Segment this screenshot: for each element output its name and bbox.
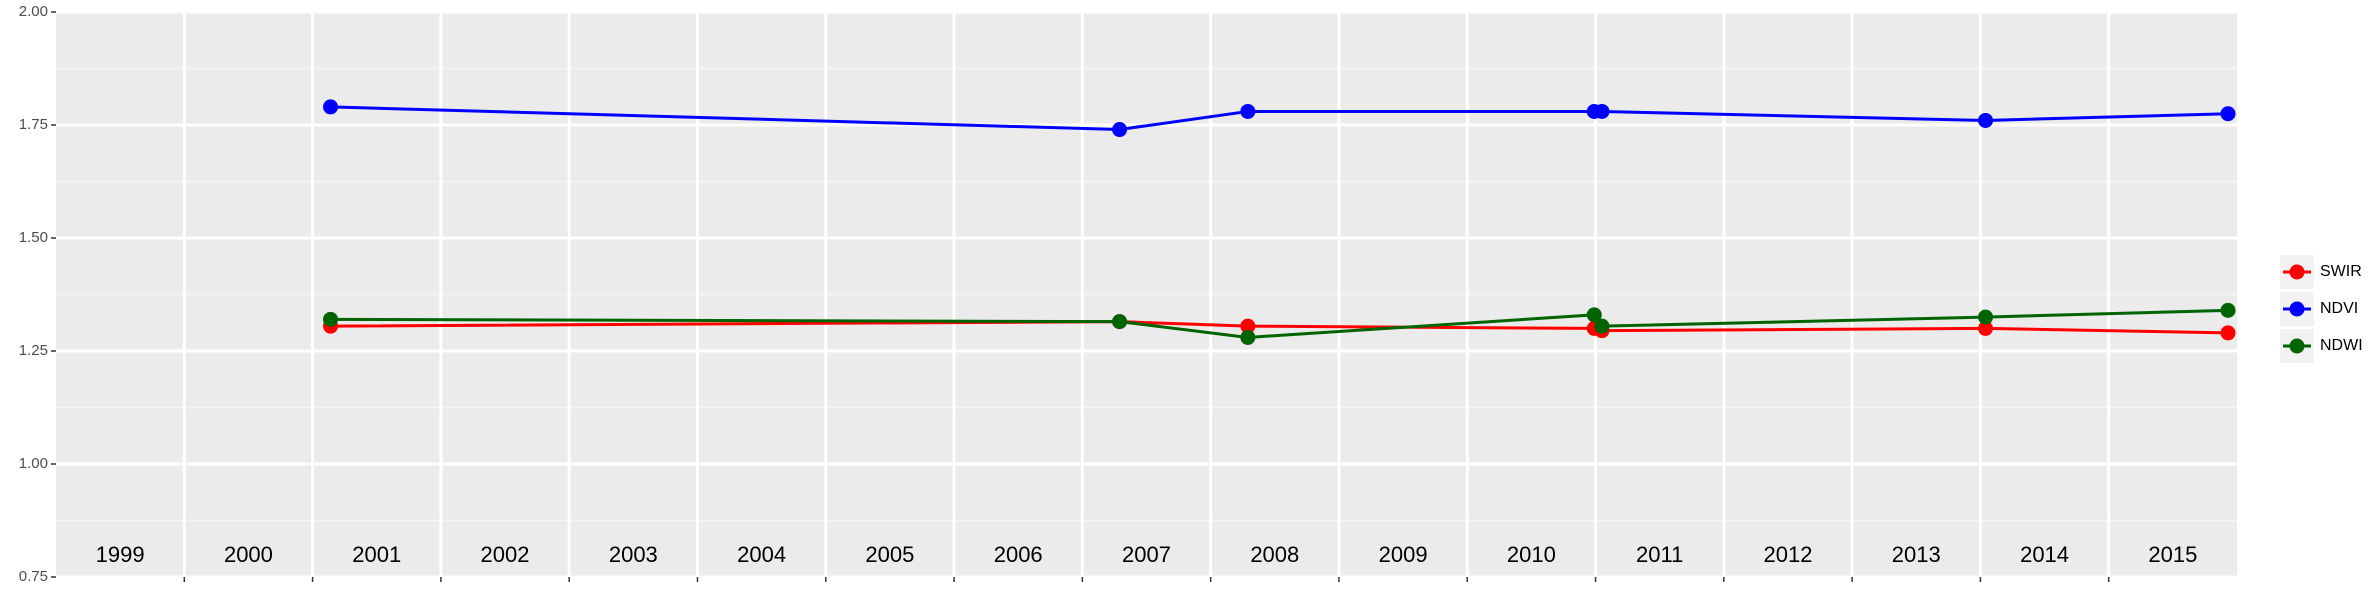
data-point: [1594, 103, 1610, 119]
data-point: [1594, 318, 1610, 334]
x-tick-label: 2014: [2020, 542, 2069, 567]
x-tick-label: 2011: [1636, 542, 1683, 567]
x-tick-label: 2013: [1892, 542, 1941, 567]
x-tick-label: 2009: [1379, 542, 1428, 567]
data-point: [2220, 325, 2236, 341]
x-tick-label: 2003: [609, 542, 658, 567]
legend-label: SWIR: [2320, 263, 2362, 280]
legend-label: NDWI: [2320, 337, 2363, 354]
x-tick-label: 2000: [224, 542, 273, 567]
data-point: [1978, 112, 1994, 128]
data-point: [323, 99, 339, 115]
data-point: [1112, 314, 1128, 330]
x-tick-label: 1999: [96, 542, 145, 567]
data-point: [1586, 307, 1602, 323]
legend-key-point: [2289, 264, 2305, 280]
data-point: [1978, 309, 1994, 325]
data-point: [2220, 106, 2236, 122]
x-tick-label: 2012: [1763, 542, 1812, 567]
x-tick-label: 2004: [737, 542, 786, 567]
x-tick-label: 2006: [994, 542, 1043, 567]
data-point: [323, 311, 339, 327]
data-point: [1978, 320, 1994, 336]
y-tick-label: 1.00: [19, 455, 48, 472]
data-point: [1240, 103, 1256, 119]
data-point: [1240, 318, 1256, 334]
x-tick-label: 2005: [865, 542, 914, 567]
x-tick-label: 2008: [1250, 542, 1299, 567]
legend-key-point: [2289, 338, 2305, 354]
legend-label: NDVI: [2320, 300, 2358, 317]
y-tick-label: 1.50: [19, 229, 48, 246]
data-point: [1112, 122, 1128, 138]
data-point: [1240, 329, 1256, 345]
x-tick-label: 2010: [1507, 542, 1556, 567]
x-tick-label: 2007: [1122, 542, 1171, 567]
x-tick-label: 2002: [481, 542, 530, 567]
y-tick-label: 1.25: [19, 342, 48, 359]
x-tick-label: 2015: [2148, 542, 2197, 567]
y-tick-label: 1.75: [19, 116, 48, 133]
y-tick-label: 0.75: [19, 568, 48, 585]
y-tick-label: 2.00: [19, 3, 48, 20]
x-tick-label: 2001: [352, 542, 401, 567]
data-point: [2220, 302, 2236, 318]
legend-key-point: [2289, 301, 2305, 317]
